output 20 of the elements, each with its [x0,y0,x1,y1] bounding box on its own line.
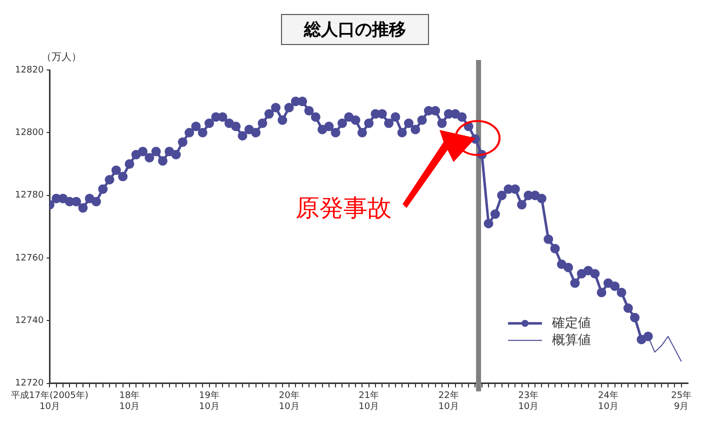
legend-label: 概算値 [552,332,591,348]
chart-title: 総人口の推移 [281,14,429,45]
y-tick-label: 12760 [15,253,44,264]
x-tick-label: 25年 9月 [671,390,692,412]
x-tick-label: 24年 10月 [598,390,618,412]
x-tick-label: 平成17年(2005年) 10月 [10,390,88,412]
x-tick-label: 22年 10月 [438,390,459,412]
x-tick-label: 23年 10月 [518,390,539,412]
y-tick-label: 12740 [15,316,44,326]
x-tick-label: 21年 10月 [358,390,380,412]
x-tick-label: 20年 10月 [278,390,300,412]
x-tick-label: 19年 10月 [199,390,220,412]
y-tick-label: 12780 [15,190,44,201]
annotation: 原発事故 [296,194,392,222]
y-tick-label: 12800 [15,128,44,138]
y-tick-label: 12720 [15,378,44,389]
x-tick-label: 18年 10月 [119,390,140,412]
y-tick-label: 12820 [15,65,44,76]
legend-label: 確定値 [551,316,591,331]
y-axis-title: （万人） [42,52,82,63]
